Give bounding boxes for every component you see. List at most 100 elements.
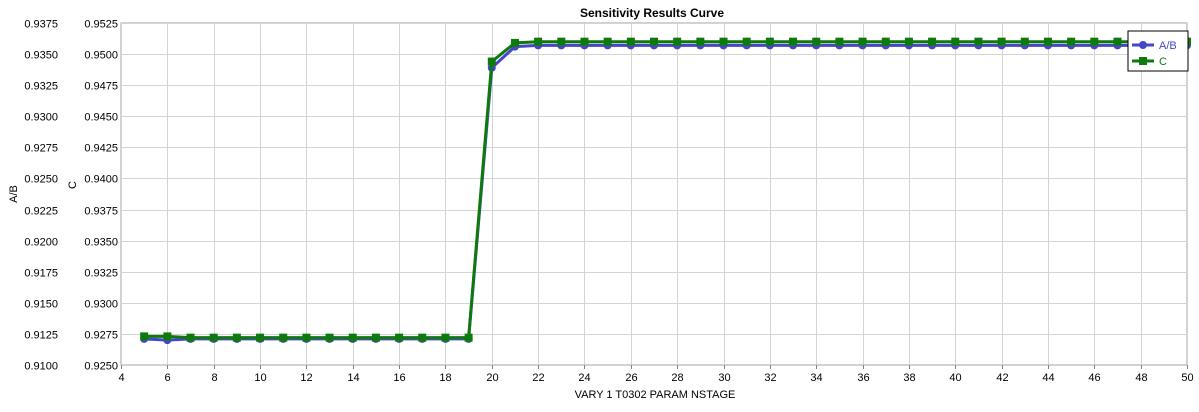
legend-item: A/B [1132, 40, 1177, 52]
x-axis-label: VARY 1 T0302 PARAM NSTAGE [575, 389, 736, 401]
legend-label: C [1159, 56, 1167, 68]
data-point [487, 57, 496, 66]
y-left-tick-label: 0.9325 [24, 81, 58, 93]
data-point [974, 37, 983, 46]
series-c [140, 37, 1191, 342]
data-point [997, 37, 1006, 46]
x-tick-label: 44 [1042, 372, 1054, 384]
y-right-tick-label: 0.9525 [84, 19, 118, 31]
y-axis-right-label: C [67, 181, 79, 189]
data-point [418, 333, 427, 342]
x-tick-label: 40 [949, 372, 961, 384]
y-right-tick-label: 0.9300 [84, 299, 118, 311]
data-point [1043, 37, 1052, 46]
y-left-tick-label: 0.9375 [24, 19, 58, 31]
y-right-tick-label: 0.9375 [84, 206, 118, 218]
y-left-tick-label: 0.9300 [24, 112, 58, 124]
data-point [580, 37, 589, 46]
data-point [835, 37, 844, 46]
data-point [858, 37, 867, 46]
y-left-tick-label: 0.9200 [24, 237, 58, 249]
data-point [395, 333, 404, 342]
x-tick-label: 34 [810, 372, 822, 384]
x-tick-label: 22 [532, 372, 544, 384]
data-point [765, 37, 774, 46]
x-tick-label: 18 [439, 372, 451, 384]
x-tick-label: 26 [625, 372, 637, 384]
x-tick-label: 38 [903, 372, 915, 384]
x-tick-label: 6 [164, 372, 170, 384]
data-point [603, 37, 612, 46]
x-tick-label: 36 [857, 372, 869, 384]
data-point [742, 37, 751, 46]
x-tick-label: 4 [118, 372, 124, 384]
axes: 4 6 8 10 12 14 16 18 20 22 24 26 28 30 32 34 36 38 40 42 44 4… [24, 19, 1193, 385]
legend-marker [1139, 41, 1147, 49]
legend-marker [1139, 57, 1147, 65]
data-point [719, 37, 728, 46]
data-point [650, 37, 658, 46]
data-point [673, 37, 682, 46]
y-left-tick-label: 0.9350 [24, 50, 58, 62]
data-point [881, 37, 890, 46]
x-tick-label: 42 [996, 372, 1008, 384]
y-axis-left-label: A/B [8, 185, 20, 203]
legend: A/B C [1127, 30, 1189, 72]
series-layer [140, 37, 1191, 345]
y-right-tick-label: 0.9400 [84, 174, 118, 186]
data-point [1090, 37, 1099, 46]
data-point [279, 333, 288, 342]
y-left-tick-label: 0.9225 [24, 206, 58, 218]
data-point [904, 37, 913, 46]
data-point [510, 38, 519, 47]
y-right-tick-label: 0.9325 [84, 268, 118, 280]
data-point [928, 37, 937, 46]
x-tick-label: 28 [671, 372, 683, 384]
y-right-tick-label: 0.9475 [84, 81, 118, 93]
legend-label: A/B [1159, 40, 1177, 52]
x-tick-label: 16 [393, 372, 405, 384]
y-left-tick-label: 0.9150 [24, 299, 58, 311]
data-point [789, 37, 798, 46]
y-right-tick-label: 0.9350 [84, 237, 118, 249]
data-point [209, 333, 218, 342]
y-left-tick-label: 0.9250 [24, 174, 58, 186]
legend-item: C [1132, 56, 1167, 68]
x-tick-label: 14 [347, 372, 359, 384]
x-tick-label: 32 [764, 372, 776, 384]
data-point [464, 333, 473, 342]
x-tick-label: 30 [718, 372, 730, 384]
data-point [696, 37, 705, 46]
x-tick-label: 12 [300, 372, 312, 384]
data-point [534, 37, 543, 46]
y-left-tick-label: 0.9125 [24, 330, 58, 342]
data-point [163, 332, 172, 341]
data-point [348, 333, 357, 342]
data-point [325, 333, 334, 342]
data-point [812, 37, 821, 46]
data-point [441, 333, 450, 342]
plot-area [120, 22, 1188, 366]
y-right-tick-label: 0.9500 [84, 50, 118, 62]
x-tick-label: 48 [1135, 372, 1147, 384]
data-point [557, 37, 566, 46]
data-point [1113, 37, 1122, 46]
x-tick-label: 8 [211, 372, 217, 384]
data-point [371, 333, 380, 342]
y-left-tick-label: 0.9100 [24, 361, 58, 373]
data-point [302, 333, 311, 342]
data-point [140, 332, 149, 341]
y-left-tick-label: 0.9275 [24, 143, 58, 155]
y-right-tick-label: 0.9275 [84, 330, 118, 342]
data-point [232, 333, 241, 342]
x-tick-label: 24 [578, 372, 590, 384]
y-left-tick-label: 0.9175 [24, 268, 58, 280]
y-right-tick-label: 0.9425 [84, 143, 118, 155]
data-point [626, 37, 635, 46]
data-point [1067, 37, 1076, 46]
data-point [186, 333, 195, 342]
data-point [951, 37, 960, 46]
x-tick-label: 10 [254, 372, 266, 384]
